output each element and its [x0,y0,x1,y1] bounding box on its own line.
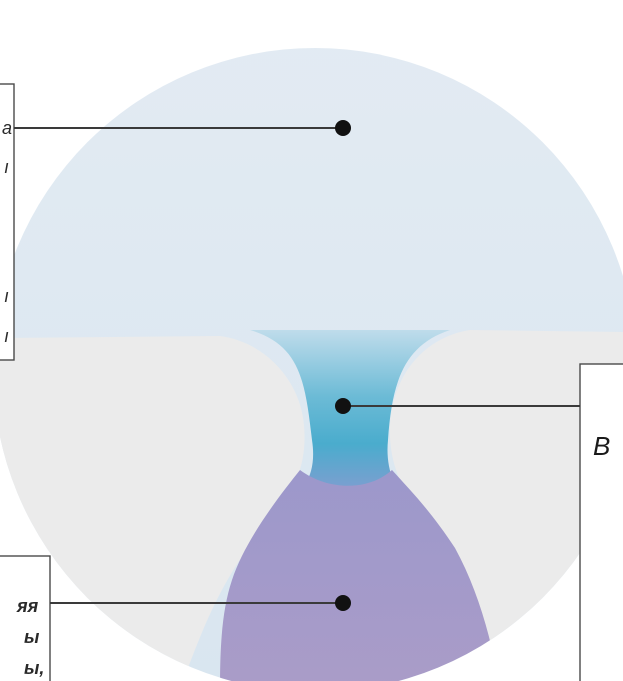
left-top-fragment: ı [4,157,10,177]
left-top-fragment: ı [4,326,10,346]
marker-dot-middle [335,398,351,414]
marker-dot-top [335,120,351,136]
left-top-fragment: a [2,118,13,138]
right-box-letter: B [593,431,611,461]
marker-dot-bottom [335,595,351,611]
bottom-zone [220,470,500,681]
bottom-left-fragment: яя [17,596,39,616]
bottom-left-fragment: ы, [24,658,45,678]
left-top-fragment: ı [4,286,10,306]
left-top-label-box [0,83,15,361]
bottom-left-label-box [0,555,51,681]
bottom-left-fragment: ы [24,627,40,647]
neck-zone [250,330,450,520]
right-label-box [579,363,623,681]
